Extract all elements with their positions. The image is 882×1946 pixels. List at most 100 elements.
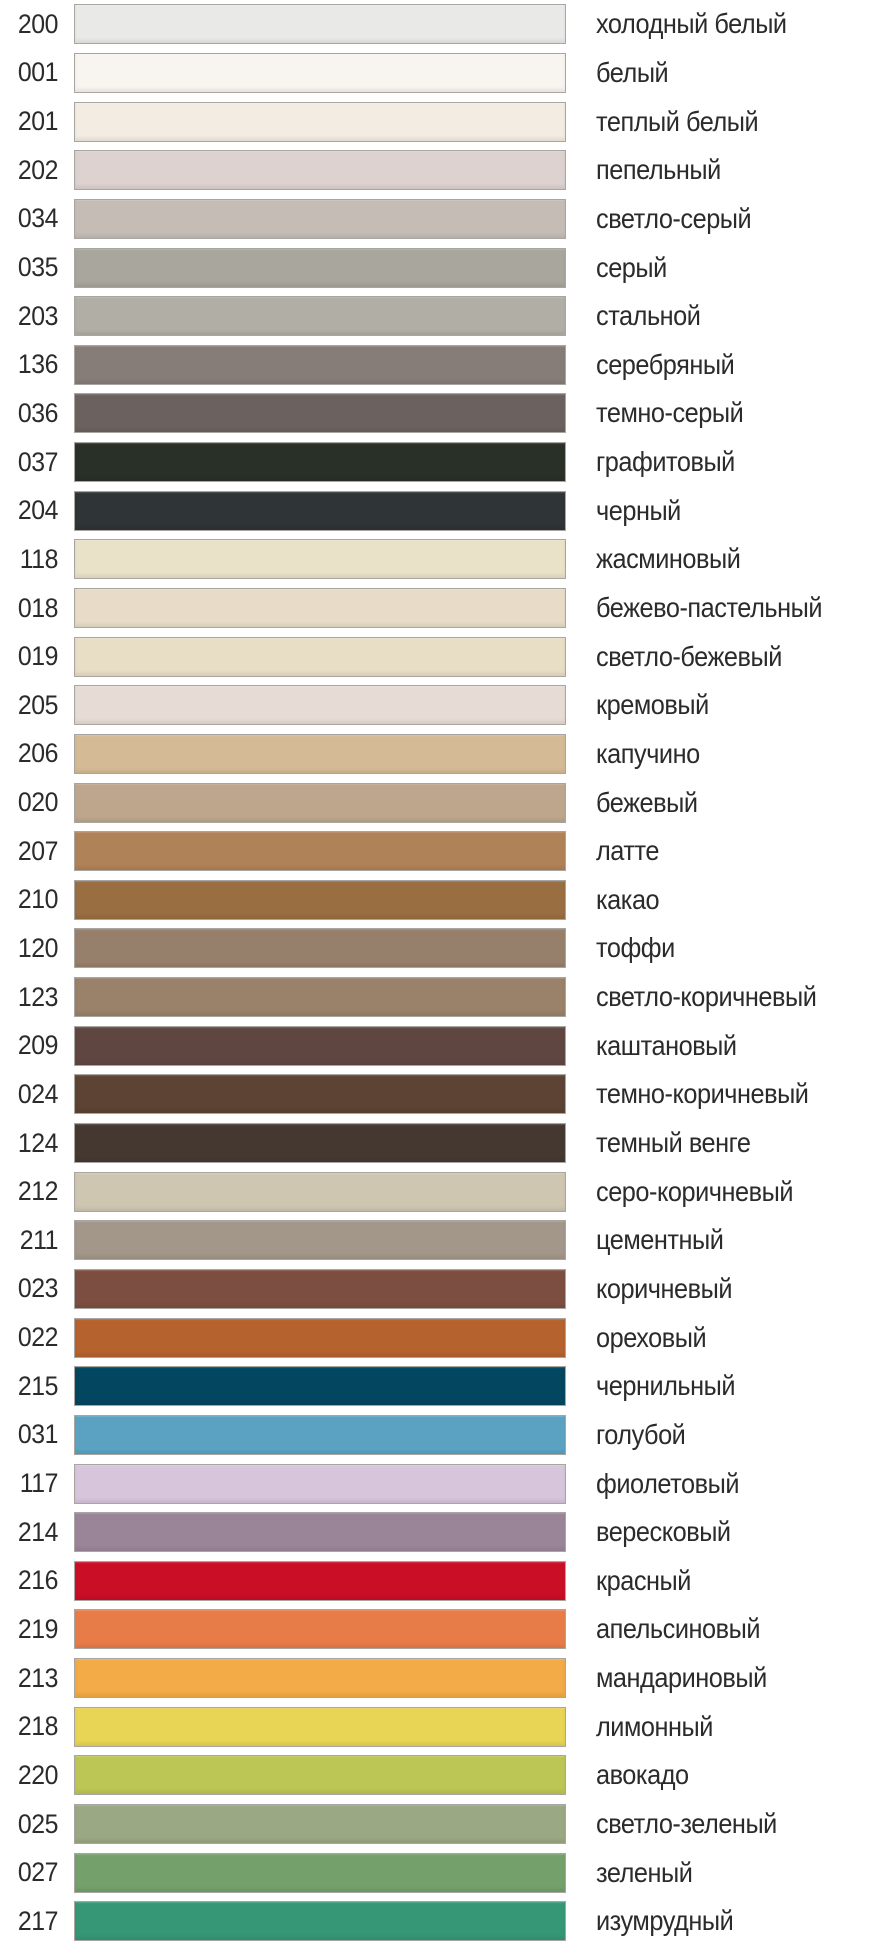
color-code: 024 — [17, 1078, 59, 1109]
color-row: 220 авокадо — [0, 1751, 882, 1800]
color-swatch — [74, 101, 566, 142]
color-swatch — [74, 685, 566, 726]
color-row: 213 мандариновый — [0, 1654, 882, 1703]
color-name: ореховый — [596, 1321, 707, 1353]
color-swatch — [74, 831, 566, 872]
color-row: 023 коричневый — [0, 1265, 882, 1314]
color-row: 120 тоффи — [0, 924, 882, 973]
color-code: 220 — [17, 1759, 59, 1790]
color-code: 201 — [17, 106, 59, 137]
color-row: 202 пепельный — [0, 146, 882, 195]
color-row: 123 светло-коричневый — [0, 973, 882, 1022]
color-swatch — [74, 977, 566, 1018]
color-swatch — [74, 636, 566, 677]
color-swatch — [74, 1123, 566, 1164]
color-name: бежево-пастельный — [596, 592, 823, 623]
color-code: 022 — [17, 1322, 59, 1353]
color-row: 022 ореховый — [0, 1313, 882, 1362]
color-swatch — [74, 1317, 566, 1358]
color-code: 205 — [17, 689, 59, 720]
color-name: жасминовый — [596, 543, 741, 575]
color-name: светло-коричневый — [596, 981, 817, 1013]
color-name: вересковый — [596, 1516, 731, 1548]
color-name: кремовый — [596, 689, 709, 721]
color-swatch — [74, 1852, 566, 1893]
color-name: серебряный — [596, 348, 735, 380]
color-name: белый — [596, 56, 669, 88]
color-name: мандариновый — [596, 1662, 767, 1694]
color-code: 214 — [17, 1516, 59, 1547]
color-name: серый — [596, 251, 667, 283]
color-row: 210 какао — [0, 876, 882, 925]
color-row: 019 светло-бежевый — [0, 632, 882, 681]
color-name: каштановый — [596, 1029, 737, 1061]
color-row: 024 темно-коричневый — [0, 1070, 882, 1119]
color-row: 212 серо-коричневый — [0, 1167, 882, 1216]
color-row: 211 цементный — [0, 1216, 882, 1265]
color-name: красный — [596, 1564, 691, 1596]
color-row: 124 темный венге — [0, 1119, 882, 1168]
color-name: коричневый — [596, 1272, 733, 1304]
color-swatch — [74, 1804, 566, 1845]
color-code: 213 — [17, 1662, 59, 1693]
color-code: 025 — [17, 1808, 59, 1839]
color-name: фиолетовый — [596, 1467, 739, 1499]
color-swatch — [74, 539, 566, 580]
color-swatch — [74, 733, 566, 774]
color-swatch — [74, 296, 566, 337]
color-code: 031 — [17, 1419, 59, 1450]
color-code: 023 — [17, 1273, 59, 1304]
color-code: 206 — [17, 738, 59, 769]
color-row: 209 каштановый — [0, 1021, 882, 1070]
color-code: 124 — [17, 1127, 59, 1158]
color-swatch — [74, 344, 566, 385]
color-swatch — [74, 928, 566, 969]
color-code: 200 — [17, 8, 59, 39]
color-code: 203 — [17, 300, 59, 331]
color-swatch — [74, 1609, 566, 1650]
color-code: 202 — [17, 154, 59, 185]
color-name: зеленый — [596, 1856, 693, 1888]
color-name: голубой — [596, 1418, 686, 1450]
color-swatch — [74, 247, 566, 288]
color-code: 211 — [19, 1224, 59, 1255]
color-swatch — [74, 1268, 566, 1309]
color-code: 218 — [17, 1711, 59, 1742]
color-name: какао — [596, 883, 660, 915]
color-swatch — [74, 1025, 566, 1066]
color-row: 037 графитовый — [0, 438, 882, 487]
color-row: 036 темно-серый — [0, 389, 882, 438]
color-code: 215 — [17, 1370, 59, 1401]
color-row: 215 чернильный — [0, 1362, 882, 1411]
color-row: 200 холодный белый — [0, 0, 882, 49]
color-code: 001 — [17, 57, 59, 88]
color-code: 216 — [17, 1565, 59, 1596]
color-name: капучино — [596, 737, 700, 769]
color-row: 204 черный — [0, 486, 882, 535]
color-swatch — [74, 150, 566, 191]
color-swatch — [74, 1463, 566, 1504]
color-row: 206 капучино — [0, 730, 882, 779]
color-name: светло-серый — [596, 202, 752, 234]
color-name: стальной — [596, 300, 701, 332]
color-row: 219 апельсиновый — [0, 1605, 882, 1654]
color-name: темно-коричневый — [596, 1078, 809, 1110]
color-swatch — [74, 1366, 566, 1407]
color-row: 001 белый — [0, 49, 882, 98]
color-code: 123 — [17, 981, 59, 1012]
color-swatch — [74, 782, 566, 823]
color-swatch — [74, 1560, 566, 1601]
color-code: 212 — [17, 1176, 59, 1207]
color-code: 117 — [19, 1468, 59, 1499]
color-swatch — [74, 1706, 566, 1747]
color-code: 207 — [17, 835, 59, 866]
color-code: 037 — [17, 446, 59, 477]
color-name: латте — [596, 835, 659, 867]
color-swatch — [74, 1074, 566, 1115]
color-row: 203 стальной — [0, 292, 882, 341]
color-code: 118 — [19, 543, 59, 574]
color-code: 034 — [17, 203, 59, 234]
color-name: тоффи — [596, 932, 675, 964]
color-name: лимонный — [596, 1710, 713, 1742]
